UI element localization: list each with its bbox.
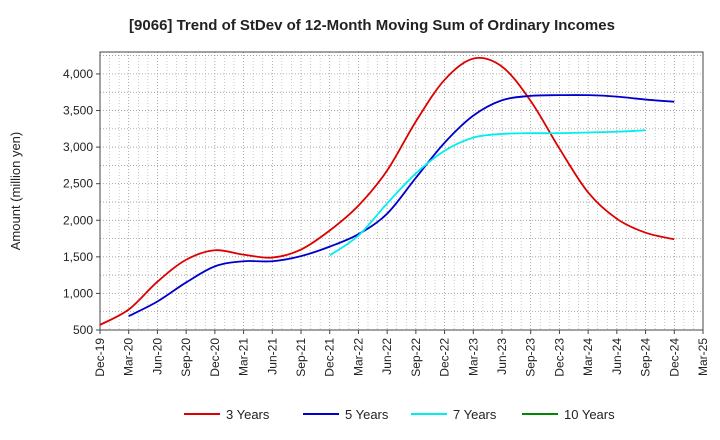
x-tick-label: Jun-21 bbox=[265, 338, 279, 375]
x-tick-label: Sep-24 bbox=[639, 338, 653, 377]
x-tick-label: Dec-19 bbox=[93, 338, 107, 377]
y-tick-label: 1,000 bbox=[63, 286, 93, 300]
x-tick-label: Mar-24 bbox=[581, 338, 595, 376]
x-tick-label: Sep-21 bbox=[294, 338, 308, 377]
y-axis-label: Amount (million yen) bbox=[8, 132, 23, 251]
series-line-7-years bbox=[329, 129, 646, 257]
y-tick-label: 3,500 bbox=[63, 104, 93, 118]
x-tick-label: Dec-21 bbox=[323, 338, 337, 377]
legend-label-10-years: 10 Years bbox=[564, 407, 615, 422]
chart-title: [9066] Trend of StDev of 12-Month Moving… bbox=[129, 17, 615, 34]
y-tick-label: 4,000 bbox=[63, 67, 93, 81]
legend: 3 Years 5 Years 7 Years 10 Years bbox=[184, 407, 615, 422]
series-line-5-years bbox=[128, 94, 675, 317]
y-axis: 500 1,000 1,500 2,000 2,500 3,000 3,500 4,000 bbox=[63, 67, 100, 337]
x-tick-label: Sep-22 bbox=[409, 338, 423, 377]
x-tick-label: Mar-22 bbox=[351, 338, 365, 376]
legend-label-3-years: 3 Years bbox=[226, 407, 270, 422]
x-tick-label: Mar-20 bbox=[122, 338, 136, 376]
x-tick-label: Mar-23 bbox=[466, 338, 480, 376]
x-tick-label: Sep-23 bbox=[524, 338, 538, 377]
x-tick-label: Mar-25 bbox=[696, 338, 710, 376]
x-tick-label: Dec-20 bbox=[208, 338, 222, 377]
x-tick-label: Jun-24 bbox=[610, 338, 624, 375]
x-axis: Dec-19 Mar-20 Jun-20 Sep-20 Dec-20 Mar-21 Jun-… bbox=[93, 330, 710, 377]
y-tick-label: 2,000 bbox=[63, 213, 93, 227]
plot-area-frame bbox=[99, 51, 704, 331]
y-tick-label: 2,500 bbox=[63, 177, 93, 191]
x-tick-label: Mar-21 bbox=[237, 338, 251, 376]
legend-label-7-years: 7 Years bbox=[453, 407, 497, 422]
legend-label-5-years: 5 Years bbox=[345, 407, 389, 422]
x-tick-label: Dec-23 bbox=[552, 338, 566, 377]
x-tick-label: Jun-22 bbox=[380, 338, 394, 375]
series-line-3-years bbox=[99, 57, 675, 326]
x-tick-label: Dec-22 bbox=[438, 338, 452, 377]
x-tick-label: Sep-20 bbox=[179, 338, 193, 377]
x-tick-label: Jun-23 bbox=[495, 338, 509, 375]
y-tick-label: 500 bbox=[73, 323, 93, 337]
y-tick-label: 3,000 bbox=[63, 140, 93, 154]
grid-lines bbox=[99, 52, 704, 331]
series-lines bbox=[99, 57, 675, 326]
x-tick-label: Jun-20 bbox=[150, 338, 164, 375]
x-tick-label: Dec-24 bbox=[667, 338, 681, 377]
y-tick-label: 1,500 bbox=[63, 250, 93, 264]
